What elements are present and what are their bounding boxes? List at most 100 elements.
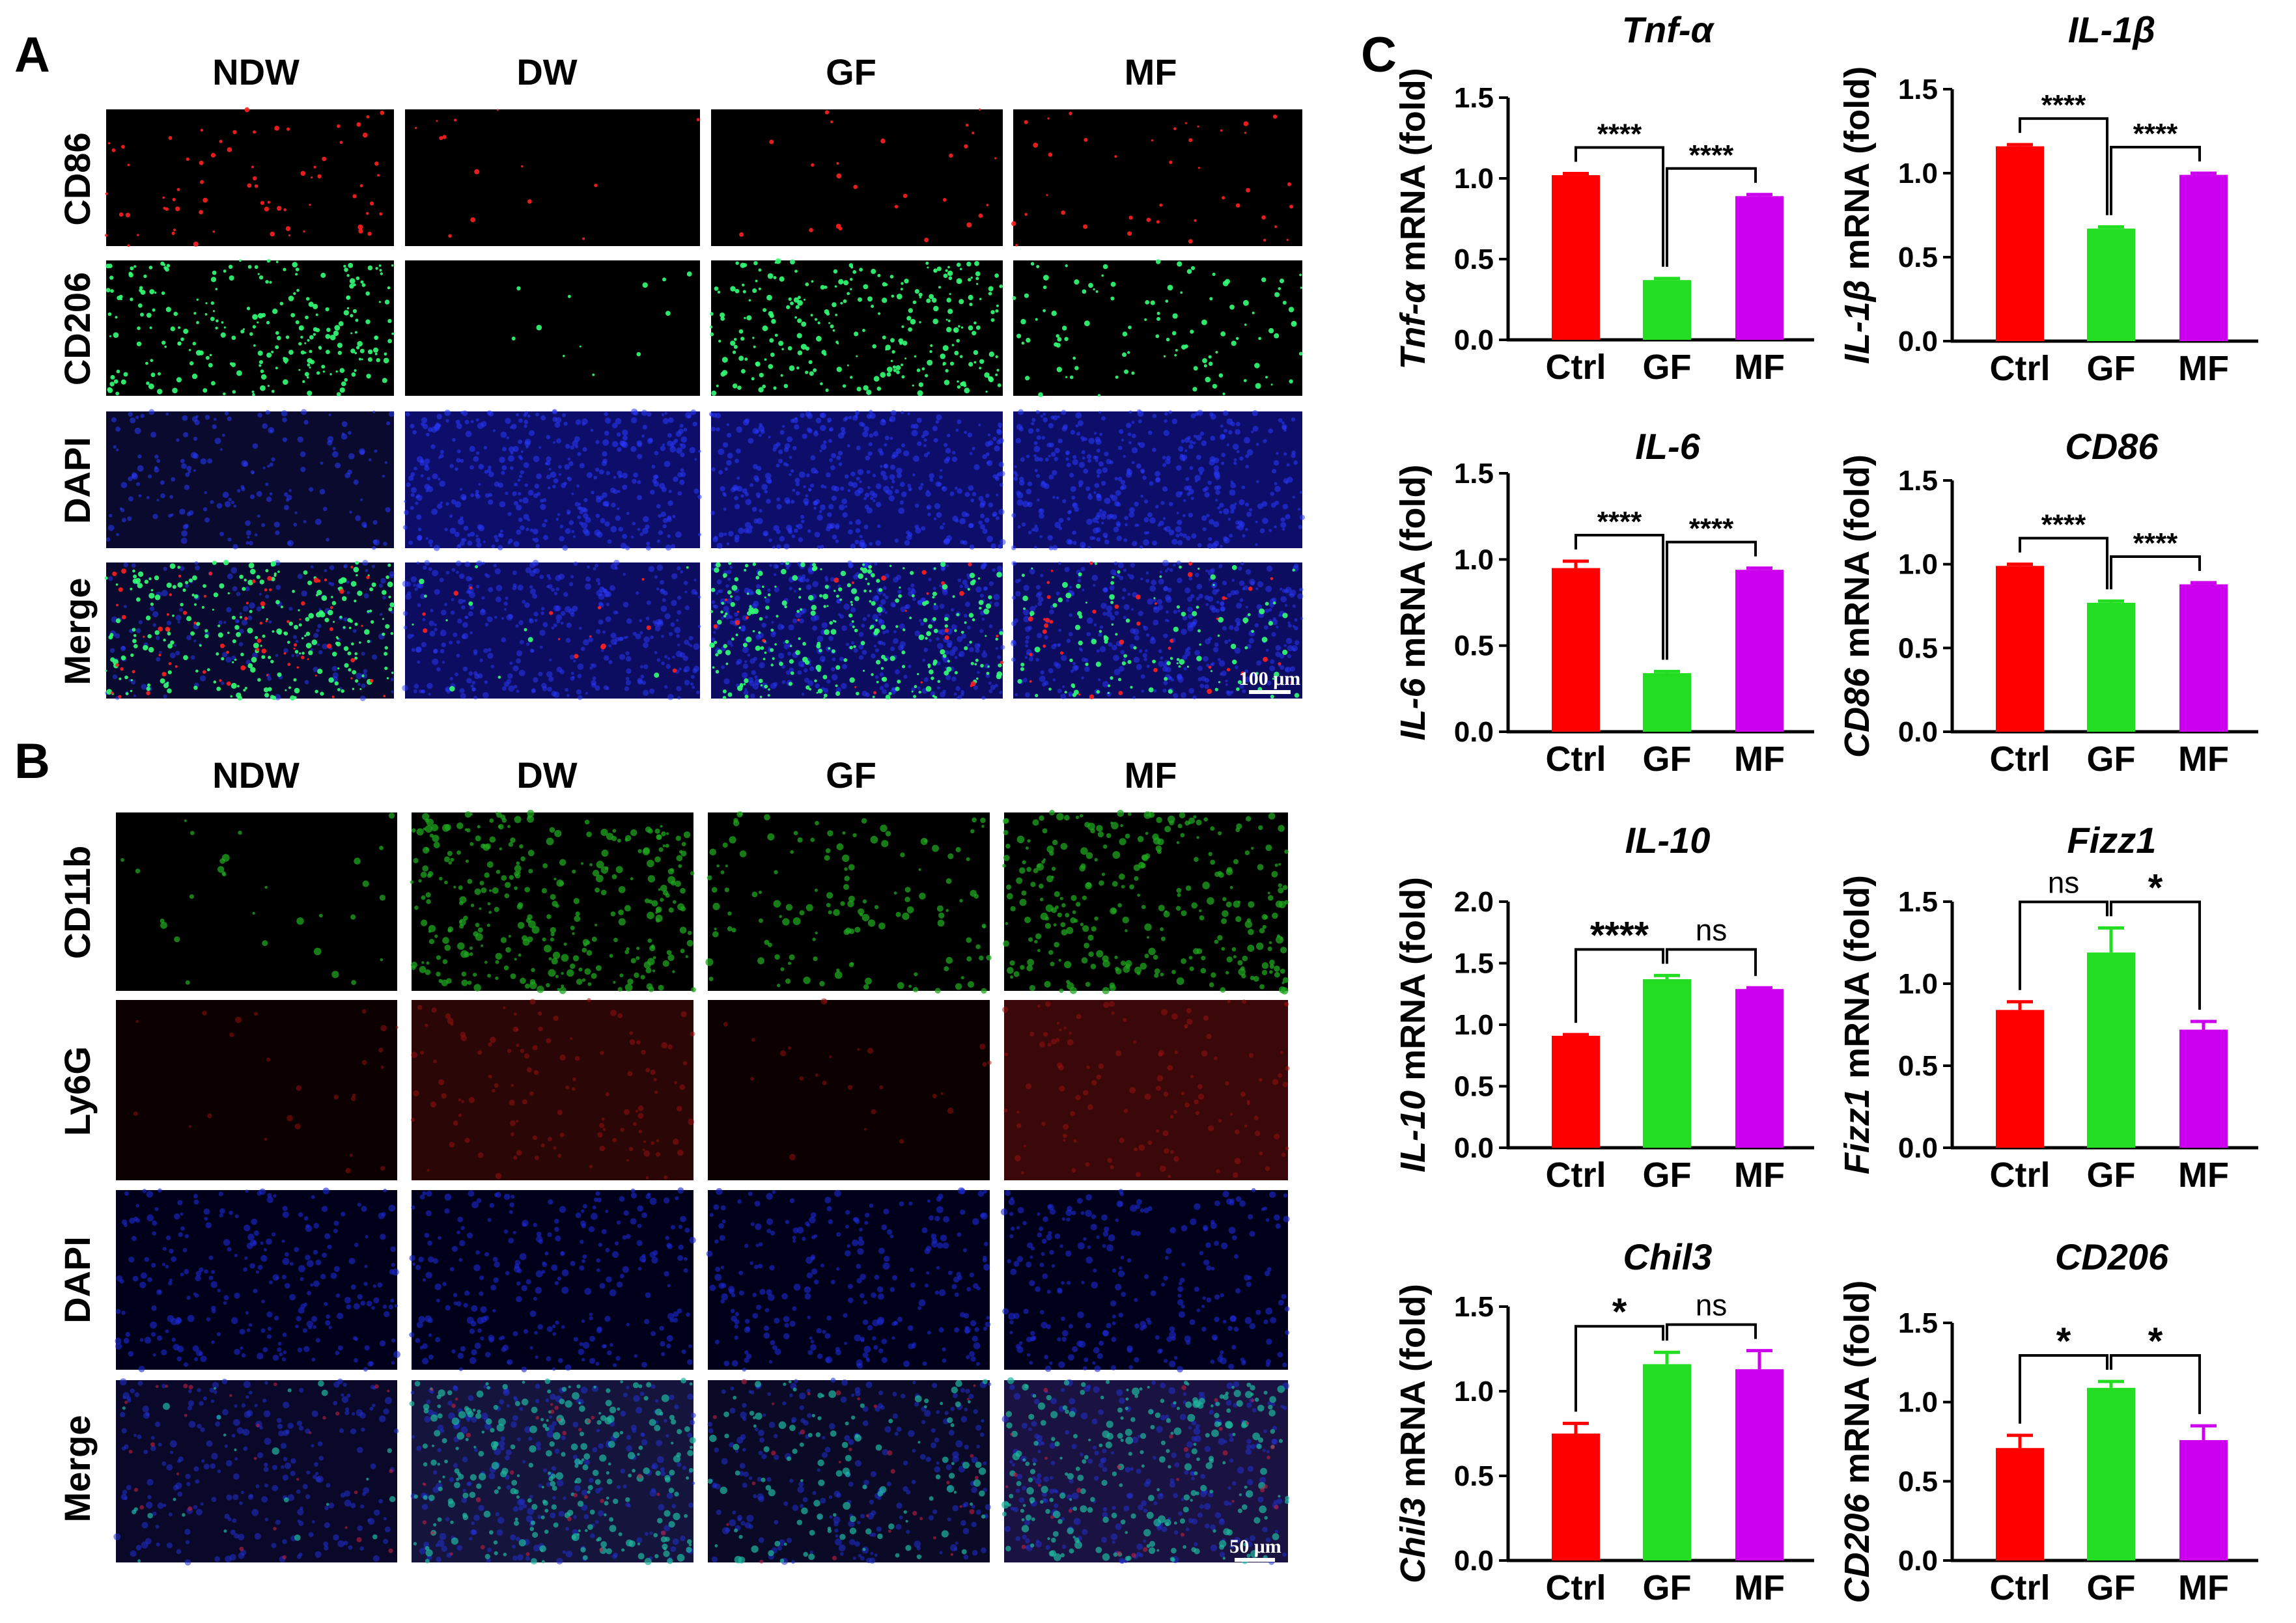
chart-category-fizz1-ctrl: Ctrl bbox=[1990, 1156, 2051, 1195]
panel-a-scale-line bbox=[1249, 690, 1291, 694]
chart-category-tnf-ctrl: Ctrl bbox=[1546, 348, 1606, 387]
chart-category-tnf-gf: GF bbox=[1643, 348, 1692, 387]
chart-ytick-label-il-10-1: 0.5 bbox=[1454, 1071, 1494, 1103]
panel-b-col-mf: MF bbox=[1125, 755, 1177, 796]
panel-b-col-gf: GF bbox=[826, 755, 876, 796]
micrograph-b-dapi-dw bbox=[409, 1187, 696, 1372]
chart-ytick-label-cd206-1: 0.5 bbox=[1898, 1465, 1938, 1497]
chart-ylabel-gene-tnf: Tnf-α bbox=[1393, 280, 1433, 370]
significance-label-chil3-1: ns bbox=[1696, 1288, 1728, 1322]
significance-bracket-fizz1-1: * bbox=[2110, 867, 2201, 1010]
chart-ytick-label-fizz1-1: 0.5 bbox=[1898, 1050, 1938, 1082]
panel-a-col-dw: DW bbox=[516, 51, 577, 92]
chart-ylabel-gene-il-6: IL-6 bbox=[1393, 678, 1433, 741]
panel-a-micrograph-grid bbox=[104, 107, 1305, 701]
bar-chil3-mf bbox=[1735, 1369, 1784, 1561]
chart-category-fizz1-gf: GF bbox=[2087, 1156, 2136, 1195]
error-bar-tnf-mf bbox=[1746, 193, 1772, 197]
chart-ytick-label-cd206-0: 0.0 bbox=[1898, 1545, 1938, 1577]
bar-chil3-gf bbox=[1643, 1364, 1691, 1561]
chart-ytick-label-fizz1-0: 0.0 bbox=[1898, 1132, 1938, 1164]
significance-label-il-1-0: **** bbox=[2041, 89, 2086, 121]
panel-b-row-headers: CD11b Ly6G DAPI Merge bbox=[57, 846, 98, 1523]
error-bar-il-6-gf bbox=[1654, 669, 1680, 674]
chart-ylabel-gene-il-1: IL-1β bbox=[1838, 280, 1877, 365]
chart-ytick-label-tnf-3: 1.5 bbox=[1454, 82, 1494, 114]
chart-ylabel-unit-il-6: mRNA (fold) bbox=[1393, 465, 1433, 678]
bar-il-6-mf bbox=[1735, 570, 1784, 732]
significance-label-cd206-0: * bbox=[2056, 1320, 2071, 1363]
micrograph-a-cd86-dw bbox=[405, 109, 700, 246]
chart-category-cd86-gf: GF bbox=[2087, 740, 2136, 779]
chart-category-cd86-mf: MF bbox=[2178, 740, 2229, 779]
significance-bracket-il-6-1: **** bbox=[1666, 513, 1757, 660]
error-bar-chil3-ctrl bbox=[1563, 1421, 1589, 1434]
chart-ytick-label-cd86-3: 1.5 bbox=[1898, 465, 1938, 497]
chart-ytick-label-il-10-2: 1.0 bbox=[1454, 1009, 1494, 1041]
chart-title-il-6: IL-6 bbox=[1635, 426, 1700, 467]
error-bar-cd206-mf bbox=[2191, 1424, 2217, 1441]
chart-ytick-label-chil3-0: 0.0 bbox=[1454, 1545, 1494, 1577]
chart-ytick-label-fizz1-3: 1.5 bbox=[1898, 886, 1938, 918]
micrograph-a-cd86-gf bbox=[711, 108, 1003, 246]
bar-il-10-gf bbox=[1643, 979, 1691, 1148]
chart-category-tnf-mf: MF bbox=[1734, 348, 1785, 387]
micrograph-a-merge-ndw bbox=[104, 559, 395, 701]
chart-category-il-10-gf: GF bbox=[1643, 1156, 1692, 1195]
error-bar-cd206-gf bbox=[2098, 1380, 2124, 1388]
significance-label-il-10-0: **** bbox=[1590, 914, 1649, 956]
bar-il-1-ctrl bbox=[1996, 146, 2044, 341]
chart-category-cd206-mf: MF bbox=[2178, 1568, 2229, 1607]
error-bar-tnf-ctrl bbox=[1563, 172, 1589, 176]
chart-ytick-label-il-1-0: 0.0 bbox=[1898, 326, 1938, 357]
panel-a-row-headers: CD86 CD206 DAPI Merge bbox=[57, 132, 98, 685]
chart-ytick-label-il-1-3: 1.5 bbox=[1898, 74, 1938, 105]
bar-il-1-mf bbox=[2179, 174, 2228, 341]
panel-a-row-merge: Merge bbox=[57, 578, 98, 686]
significance-bracket-tnf-0: **** bbox=[1575, 118, 1664, 267]
micrograph-b-dapi-gf bbox=[706, 1187, 991, 1372]
chart-ytick-label-chil3-2: 1.0 bbox=[1454, 1376, 1494, 1408]
micrograph-b-merge-ndw bbox=[113, 1378, 399, 1566]
significance-label-tnf-1: **** bbox=[1689, 139, 1734, 171]
panel-a-scale-label: 100 μm bbox=[1239, 668, 1301, 689]
error-bar-tnf-gf bbox=[1654, 277, 1680, 281]
significance-label-chil3-0: * bbox=[1612, 1291, 1627, 1333]
chart-ylabel-fizz1: Fizz1 mRNA (fold) bbox=[1838, 875, 1877, 1174]
chart-category-chil3-mf: MF bbox=[1734, 1568, 1785, 1607]
chart-ylabel-gene-fizz1: Fizz1 bbox=[1838, 1089, 1877, 1174]
significance-label-fizz1-0: ns bbox=[2048, 865, 2080, 899]
panel-a-scale-bar: 100 μm bbox=[1239, 668, 1301, 694]
chart-category-cd206-ctrl: Ctrl bbox=[1990, 1568, 2051, 1607]
significance-label-il-6-1: **** bbox=[1689, 513, 1734, 545]
chart-category-cd206-gf: GF bbox=[2087, 1568, 2136, 1607]
bar-fizz1-mf bbox=[2179, 1029, 2228, 1148]
error-bar-il-1-mf bbox=[2191, 171, 2217, 175]
panel-b-row-dapi: DAPI bbox=[57, 1236, 98, 1324]
bar-il-6-ctrl bbox=[1552, 568, 1600, 732]
chart-ytick-label-cd206-2: 1.0 bbox=[1898, 1387, 1938, 1419]
bar-tnf-ctrl bbox=[1552, 175, 1600, 340]
panel-b-column-headers: NDW DW GF MF bbox=[212, 755, 1177, 796]
chart-ytick-label-tnf-0: 0.0 bbox=[1454, 324, 1494, 356]
significance-bracket-chil3-1: ns bbox=[1666, 1288, 1757, 1341]
significance-label-cd86-1: **** bbox=[2133, 527, 2178, 559]
micrograph-a-merge-gf bbox=[709, 560, 1005, 701]
significance-label-cd206-1: * bbox=[2148, 1320, 2163, 1363]
micrograph-b-merge-dw bbox=[409, 1378, 696, 1565]
panel-b-micrograph-grid bbox=[113, 809, 1290, 1566]
micrograph-b-merge-gf bbox=[707, 1378, 992, 1565]
panel-a-col-ndw: NDW bbox=[212, 51, 300, 92]
chart-ytick-label-tnf-2: 1.0 bbox=[1454, 163, 1494, 195]
significance-label-il-10-1: ns bbox=[1696, 913, 1728, 947]
bar-cd86-mf bbox=[2179, 584, 2228, 732]
significance-bracket-chil3-0: * bbox=[1575, 1291, 1664, 1412]
chart-ylabel-il-10: IL-10 mRNA (fold) bbox=[1393, 877, 1433, 1172]
chart-ylabel-cd206: CD206 mRNA (fold) bbox=[1838, 1280, 1877, 1603]
significance-bracket-il-1-0: **** bbox=[2019, 89, 2108, 215]
